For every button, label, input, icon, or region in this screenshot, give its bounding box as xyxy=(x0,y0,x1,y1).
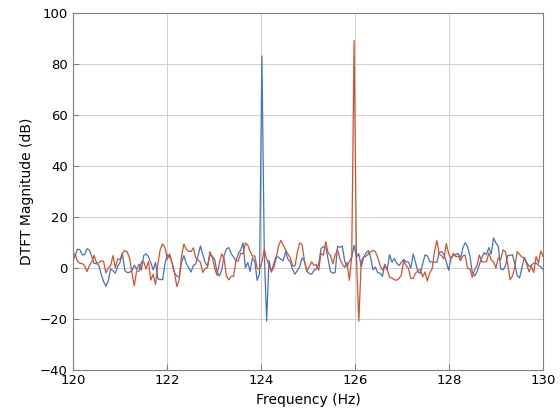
Y-axis label: DTFT Magnitude (dB): DTFT Magnitude (dB) xyxy=(20,118,34,265)
X-axis label: Frequency (Hz): Frequency (Hz) xyxy=(255,393,361,407)
